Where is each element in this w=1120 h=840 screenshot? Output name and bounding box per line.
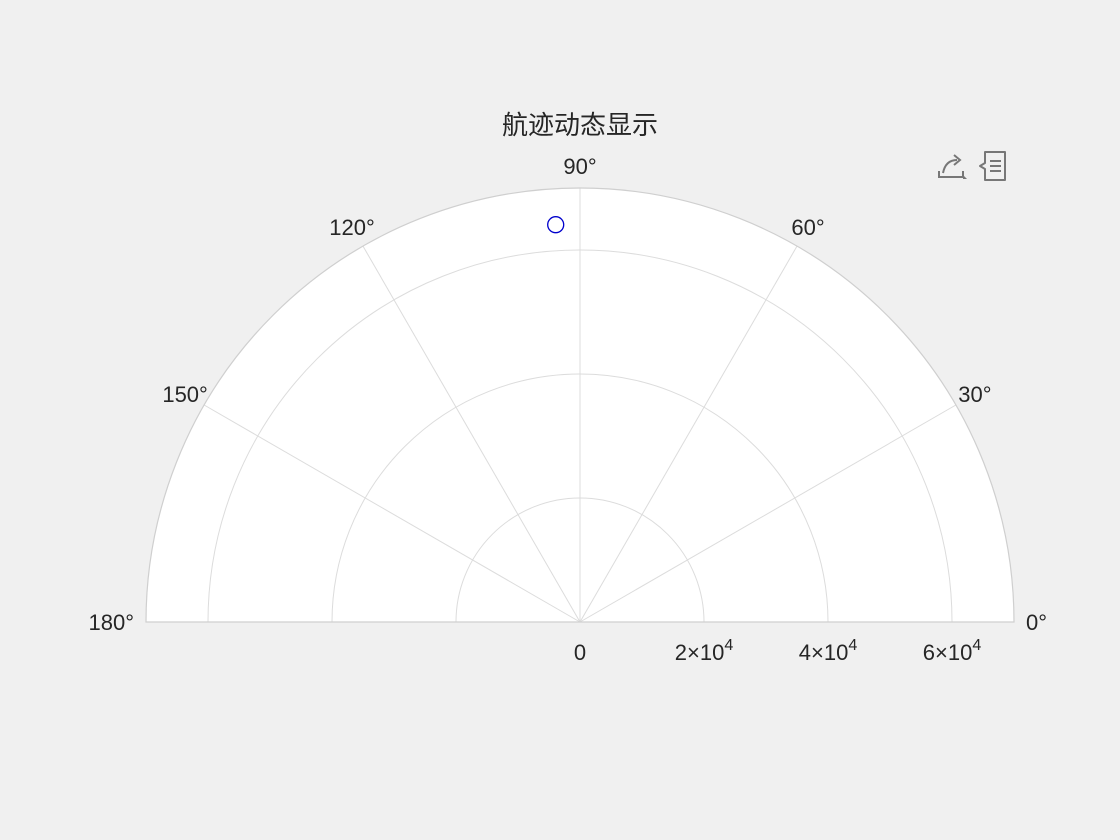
theta-tick-label: 90°: [563, 154, 596, 179]
data-tip-button[interactable]: [974, 148, 1010, 184]
export-button[interactable]: [934, 148, 970, 184]
data-tip-icon: [979, 151, 1006, 181]
theta-grid-line: [362, 245, 581, 623]
theta-grid-line: [579, 245, 798, 623]
theta-tick-label: 180°: [88, 610, 134, 635]
export-icon: [938, 154, 967, 179]
plot-frame: [145, 187, 1015, 623]
theta-tick-label: 30°: [958, 382, 991, 407]
r-tick-label: 4×104: [799, 637, 858, 665]
theta-tick-label: 0°: [1026, 610, 1047, 635]
r-tick-label: 2×104: [675, 637, 734, 665]
data-point: [547, 216, 565, 234]
theta-grid-line: [579, 404, 957, 623]
theta-grid-line: [203, 404, 581, 623]
theta-tick-label: 120°: [329, 215, 375, 240]
chart-title: 航迹动态显示: [502, 111, 658, 141]
r-tick-label: 6×104: [923, 637, 982, 665]
r-tick-label: 0: [574, 640, 586, 665]
theta-tick-label: 150°: [162, 382, 208, 407]
theta-tick-label: 60°: [791, 215, 824, 240]
axes-toolbar: [934, 148, 1010, 184]
